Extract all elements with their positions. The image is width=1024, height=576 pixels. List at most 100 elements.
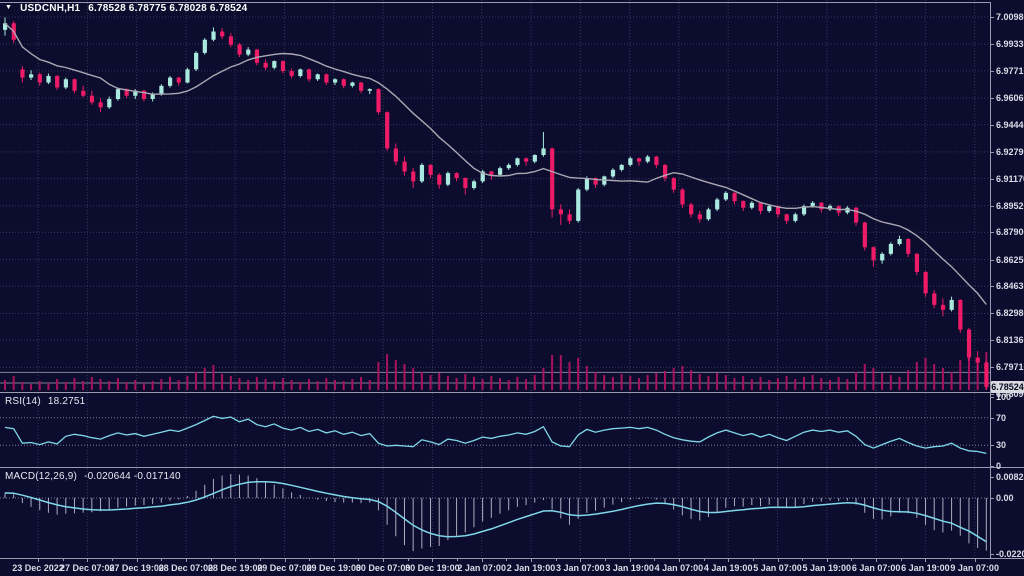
- bear-candle: [402, 161, 407, 172]
- price-axis-label: 6.84630: [990, 281, 1024, 291]
- rsi-pane[interactable]: [0, 393, 990, 468]
- rsi-axis-label: 100: [989, 392, 1012, 402]
- volume-bar: [941, 368, 944, 390]
- bull-candle: [480, 171, 485, 182]
- bull-candle: [880, 253, 885, 261]
- bear-candle: [437, 174, 442, 185]
- time-axis-minor-tick: [358, 559, 360, 561]
- volume-bar: [342, 381, 345, 390]
- price-axis-label: 6.89520: [990, 201, 1024, 211]
- volume-bar: [907, 370, 910, 390]
- volume-bar: [203, 368, 206, 390]
- volume-bar: [837, 377, 840, 390]
- bull-candle: [576, 189, 581, 221]
- bear-candle: [524, 158, 529, 162]
- price-axis-label: 6.91170: [989, 174, 1024, 184]
- rsi-indicator-name: RSI(14): [5, 396, 41, 407]
- volume-bar: [690, 370, 693, 390]
- bull-candle: [150, 94, 155, 100]
- volume-bar: [429, 375, 432, 390]
- bull-candle: [645, 156, 650, 162]
- macd-indicator-values: -0.020644 -0.017140: [84, 471, 181, 482]
- price-axis-label: 6.78090: [990, 389, 1024, 399]
- volume-bar: [307, 379, 310, 390]
- bear-candle: [124, 89, 129, 96]
- bear-candle: [81, 90, 86, 96]
- time-axis-label: 29 Dec 19:00: [306, 563, 362, 573]
- bull-candle: [471, 181, 477, 188]
- price-scale[interactable]: 7.00980 6.99330 6.97710 6.96060 6.94440 6.927…: [989, 0, 1024, 576]
- time-axis-minor-tick: [506, 559, 508, 561]
- bear-candle: [20, 69, 25, 78]
- volume-bar: [290, 380, 293, 390]
- time-axis-label: 9 Jan 07:00: [950, 563, 999, 573]
- volume-bar: [177, 380, 180, 390]
- volume-bar: [585, 366, 588, 390]
- bear-candle: [228, 36, 233, 45]
- symbol-dropdown-icon[interactable]: ▼: [5, 4, 13, 11]
- bull-candle: [749, 202, 755, 208]
- volume-bar: [620, 374, 623, 390]
- bull-candle: [315, 74, 320, 80]
- volume-bar: [802, 377, 805, 390]
- price-axis-label: 6.86250: [990, 255, 1024, 265]
- bear-candle: [72, 79, 77, 91]
- volume-bar: [629, 376, 632, 390]
- volume-bar: [881, 373, 884, 390]
- macd-pane[interactable]: [0, 468, 990, 558]
- volume-bar: [490, 376, 493, 390]
- volume-bar: [99, 379, 102, 390]
- bull-candle: [46, 75, 51, 83]
- bull-candle: [419, 164, 425, 182]
- time-axis-tick: [136, 559, 138, 562]
- time-scale[interactable]: 23 Dec 2022 27 Dec 07:00 27 Dec 19:00 28 De…: [0, 559, 1024, 576]
- bear-candle: [306, 69, 312, 80]
- time-axis-tick: [284, 559, 286, 562]
- volume-bar: [82, 381, 85, 390]
- time-axis-minor-tick: [407, 559, 409, 561]
- volume-bar: [299, 382, 302, 390]
- volume-bar: [377, 362, 380, 390]
- time-axis-minor-tick: [555, 559, 557, 561]
- bear-candle: [254, 49, 260, 63]
- time-axis-tick: [185, 559, 187, 562]
- volume-bar: [334, 380, 336, 390]
- volume-bar: [733, 378, 736, 390]
- bear-candle: [862, 222, 867, 248]
- bear-candle: [237, 44, 242, 55]
- volume-bar: [681, 366, 684, 390]
- macd-axis-label: -0.022022: [990, 549, 1024, 559]
- main-rsi-separator[interactable]: [0, 392, 1024, 393]
- volume-bar: [655, 373, 658, 390]
- volume-bar: [611, 377, 614, 390]
- volume-bar: [221, 374, 224, 390]
- bull-candle: [532, 155, 537, 162]
- volume-bar: [73, 378, 76, 390]
- volume-bar: [559, 355, 562, 390]
- volume-bar: [551, 355, 554, 390]
- bull-candle: [246, 49, 251, 55]
- price-axis-label: 6.97710: [990, 66, 1024, 76]
- bull-candle: [767, 206, 772, 212]
- volume-bar: [637, 378, 640, 390]
- bear-candle: [663, 164, 668, 179]
- volume-bar: [4, 380, 6, 390]
- bull-candle: [159, 85, 164, 95]
- bull-candle: [185, 69, 190, 83]
- main-price-pane[interactable]: [0, 0, 990, 393]
- rsi-macd-separator[interactable]: [0, 467, 1024, 468]
- bull-candle: [333, 79, 338, 83]
- bull-candle: [194, 52, 199, 70]
- volume-bar: [507, 380, 510, 390]
- time-axis-tick: [925, 559, 927, 562]
- volume-bar: [889, 375, 892, 390]
- time-axis-label: 3 Jan 07:00: [556, 563, 605, 573]
- bull-candle: [584, 178, 590, 190]
- volume-bar: [247, 380, 250, 390]
- time-axis-label: 30 Dec 19:00: [405, 563, 460, 573]
- volume-bar: [499, 378, 501, 390]
- bear-candle: [984, 362, 989, 387]
- bear-candle: [593, 178, 598, 185]
- bull-candle: [350, 82, 355, 86]
- time-axis-tick: [87, 559, 89, 562]
